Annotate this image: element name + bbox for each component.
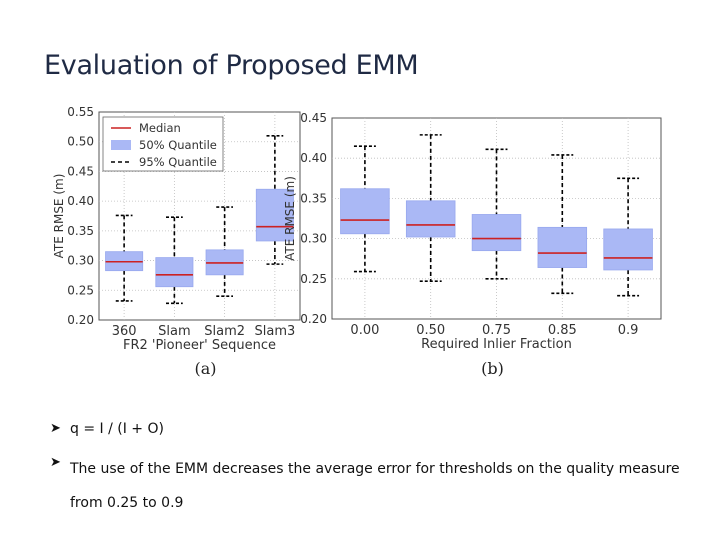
quantile-box (405, 200, 456, 238)
bullet-list: ➤ q = I / (I + O) ➤ The use of the EMM d… (50, 418, 690, 538)
quantile-box (155, 257, 194, 288)
y-axis-label: ATE RMSE (m) (283, 176, 297, 261)
y-tick-label: 0.20 (67, 313, 94, 327)
x-tick-label: 0.9 (618, 323, 639, 338)
quantile-box (537, 226, 588, 268)
quantile-box (603, 228, 653, 271)
x-tick-label: 0.85 (548, 323, 577, 338)
y-tick-label: 0.30 (300, 232, 327, 246)
y-tick-label: 0.40 (300, 151, 327, 165)
box-Slam2 (205, 206, 244, 298)
y-tick-label: 0.35 (300, 191, 327, 205)
panel-label: (b) (481, 359, 504, 378)
box-360 (105, 214, 144, 302)
box-0.75 (471, 148, 522, 280)
legend-label: Median (139, 121, 181, 135)
x-tick-label: 0.75 (482, 323, 511, 338)
box-Slam3 (255, 134, 294, 265)
legend: Median 50% Quantile 95% Quantile (102, 116, 224, 172)
y-tick-label: 0.55 (67, 105, 94, 119)
slide-title: Evaluation of Proposed EMM (44, 50, 419, 81)
bullet-item: ➤ q = I / (I + O) (50, 418, 690, 440)
x-tick-label: Slam (158, 324, 191, 339)
arrow-bullet-icon: ➤ (50, 455, 61, 470)
bullet-item: ➤ The use of the EMM decreases the avera… (50, 452, 690, 520)
x-tick-label: 0.00 (350, 323, 379, 338)
panel-b: 0.20 0.25 0.30 0.35 0.40 0.45 0.00 0.50 0.75 0.85… (283, 111, 662, 378)
box-Slam (155, 216, 194, 305)
arrow-bullet-icon: ➤ (50, 421, 61, 436)
y-tick-label: 0.40 (67, 194, 94, 208)
box-0.9 (603, 177, 653, 297)
x-tick-label: 0.50 (416, 323, 445, 338)
bullet-text: The use of the EMM decreases the average… (70, 461, 680, 511)
legend-label: 95% Quantile (139, 155, 217, 169)
box-plot-figure: 0.20 0.25 0.30 0.35 0.40 0.45 0.50 0.55 360 Slam S… (52, 105, 662, 378)
y-tick-label: 0.30 (67, 254, 94, 268)
y-tick-label: 0.45 (300, 111, 327, 125)
y-tick-label: 0.35 (67, 224, 94, 238)
x-axis-label: Required Inlier Fraction (421, 337, 572, 352)
quantile-box (471, 214, 522, 252)
panel-a: 0.20 0.25 0.30 0.35 0.40 0.45 0.50 0.55 360 Slam S… (52, 105, 301, 378)
y-tick-label: 0.25 (300, 272, 327, 286)
figure: 0.20 0.25 0.30 0.35 0.40 0.45 0.50 0.55 360 Slam S… (50, 96, 680, 388)
y-tick-label: 0.50 (67, 135, 94, 149)
box-0.50 (405, 134, 456, 283)
y-axis-label: ATE RMSE (m) (52, 174, 66, 259)
quantile-box (340, 188, 390, 235)
box-0.00 (340, 145, 390, 273)
box-0.85 (537, 154, 588, 295)
x-tick-label: 360 (112, 324, 137, 339)
legend-label: 50% Quantile (139, 138, 217, 152)
panel-label: (a) (194, 359, 216, 378)
x-tick-label: Slam2 (204, 324, 245, 339)
bullet-text: q = I / (I + O) (70, 421, 164, 437)
legend-box-swatch (111, 140, 131, 150)
y-tick-label: 0.25 (67, 283, 94, 297)
x-tick-label: Slam3 (254, 324, 295, 339)
quantile-box (255, 188, 294, 242)
y-tick-label: 0.20 (300, 312, 327, 326)
x-axis-label: FR2 'Pioneer' Sequence (123, 338, 276, 353)
y-tick-label: 0.45 (67, 164, 94, 178)
